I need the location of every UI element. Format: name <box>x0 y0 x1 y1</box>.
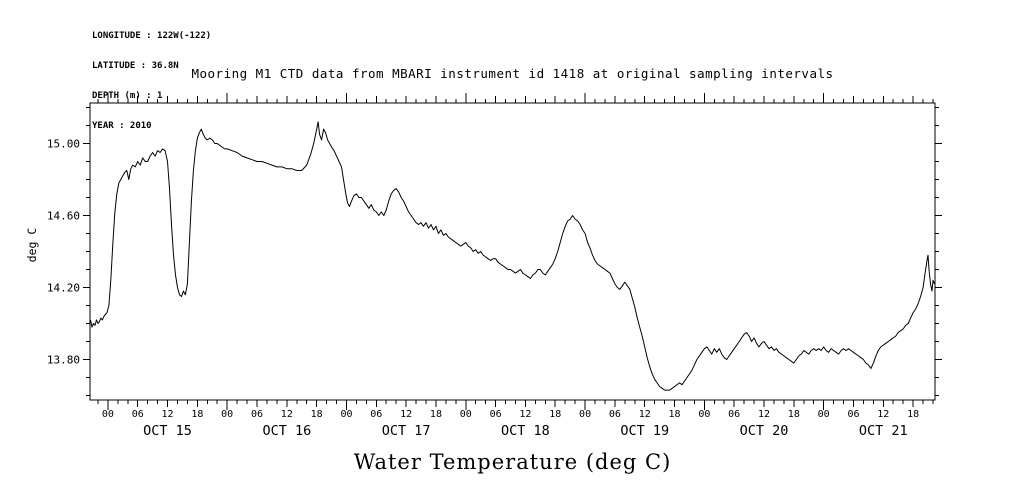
metadata-year: YEAR : 2010 <box>92 121 152 131</box>
chart-title: Mooring M1 CTD data from MBARI instrumen… <box>191 66 834 81</box>
metadata-longitude: LONGITUDE : 122W(-122) <box>92 31 212 41</box>
x-tick-label: 06 <box>728 409 740 420</box>
day-label: OCT 17 <box>382 423 431 439</box>
x-tick-label: 00 <box>460 409 472 420</box>
x-tick-label: 12 <box>281 409 293 420</box>
x-tick-label: 06 <box>132 409 144 420</box>
day-label: OCT 20 <box>740 423 789 439</box>
station-metadata: LONGITUDE : 122W(-122) LATITUDE : 36.8N … <box>92 11 211 151</box>
metadata-latitude: LATITUDE : 36.8N <box>92 61 179 71</box>
x-tick-label: 12 <box>400 409 412 420</box>
x-tick-label: 06 <box>609 409 621 420</box>
x-tick-label: 06 <box>847 409 859 420</box>
x-tick-label: 12 <box>639 409 651 420</box>
x-tick-label: 00 <box>340 409 352 420</box>
metadata-depth: DEPTH (m) : 1 <box>92 91 163 101</box>
temperature-line <box>90 121 935 391</box>
x-tick-label: 00 <box>221 409 233 420</box>
day-label: OCT 21 <box>859 423 908 439</box>
x-tick-label: 18 <box>669 409 681 420</box>
x-tick-label: 18 <box>311 409 323 420</box>
x-tick-label: 06 <box>251 409 263 420</box>
day-label: OCT 19 <box>620 423 669 439</box>
day-label: OCT 16 <box>262 423 311 439</box>
x-axis-title: Water Temperature (deg C) <box>353 450 672 474</box>
plot-frame <box>89 102 936 401</box>
day-label: OCT 18 <box>501 423 550 439</box>
x-tick-label: 18 <box>549 409 561 420</box>
y-tick-label: 14.60 <box>47 210 80 223</box>
x-tick-label: 12 <box>877 409 889 420</box>
day-label: OCT 15 <box>143 423 192 439</box>
x-tick-label: 00 <box>818 409 830 420</box>
y-tick-label: 13.80 <box>47 354 80 367</box>
x-tick-label: 12 <box>519 409 531 420</box>
x-tick-label: 12 <box>758 409 770 420</box>
x-tick-label: 00 <box>102 409 114 420</box>
x-tick-label: 06 <box>370 409 382 420</box>
x-tick-label: 18 <box>430 409 442 420</box>
x-tick-label: 18 <box>191 409 203 420</box>
y-tick-label: 15.00 <box>47 138 80 151</box>
x-tick-label: 12 <box>162 409 174 420</box>
x-tick-label: 06 <box>490 409 502 420</box>
x-tick-label: 18 <box>907 409 919 420</box>
y-tick-label: 14.20 <box>47 282 80 295</box>
y-axis-label: deg C <box>25 227 39 263</box>
x-tick-label: 00 <box>579 409 591 420</box>
x-tick-label: 00 <box>698 409 710 420</box>
x-tick-label: 18 <box>788 409 800 420</box>
